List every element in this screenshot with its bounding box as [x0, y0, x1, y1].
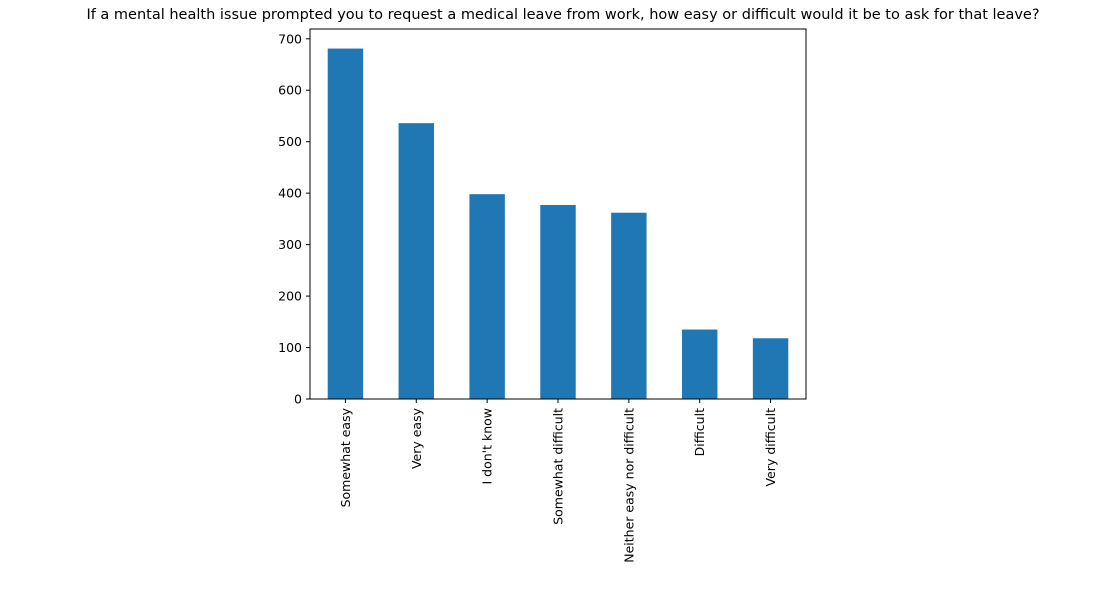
x-tick-label: Difficult — [692, 408, 707, 456]
y-tick-label: 0 — [294, 392, 302, 407]
x-tick-label: Neither easy nor difficult — [621, 408, 636, 563]
bar-1 — [398, 123, 434, 400]
y-tick-label: 400 — [278, 186, 302, 201]
bar-3 — [540, 204, 576, 399]
x-tick-label: Somewhat difficult — [551, 408, 566, 525]
bars-group — [327, 48, 789, 400]
y-tick-label: 100 — [278, 340, 302, 355]
y-tick-label: 500 — [278, 134, 302, 149]
x-tick-label: Somewhat easy — [338, 407, 353, 507]
x-tick-label: Very difficult — [763, 408, 778, 487]
y-tick-label: 300 — [278, 237, 302, 252]
chart-title: If a mental health issue prompted you to… — [86, 7, 1039, 23]
bar-6 — [752, 338, 789, 399]
bar-0 — [327, 48, 364, 400]
bar-5 — [682, 329, 718, 399]
plot-frame — [309, 28, 807, 400]
y-axis: 0 100 200 300 400 500 600 700 — [278, 31, 310, 407]
y-tick-label: 200 — [278, 289, 302, 304]
x-axis: Somewhat easy Very easy I don't know Somewh… — [338, 399, 778, 563]
x-tick-label: I don't know — [480, 408, 495, 485]
x-tick-label: Very easy — [409, 407, 424, 469]
y-tick-label: 600 — [278, 83, 302, 98]
bar-4 — [611, 212, 647, 399]
y-tick-label: 700 — [278, 31, 302, 46]
bar-2 — [469, 194, 505, 399]
